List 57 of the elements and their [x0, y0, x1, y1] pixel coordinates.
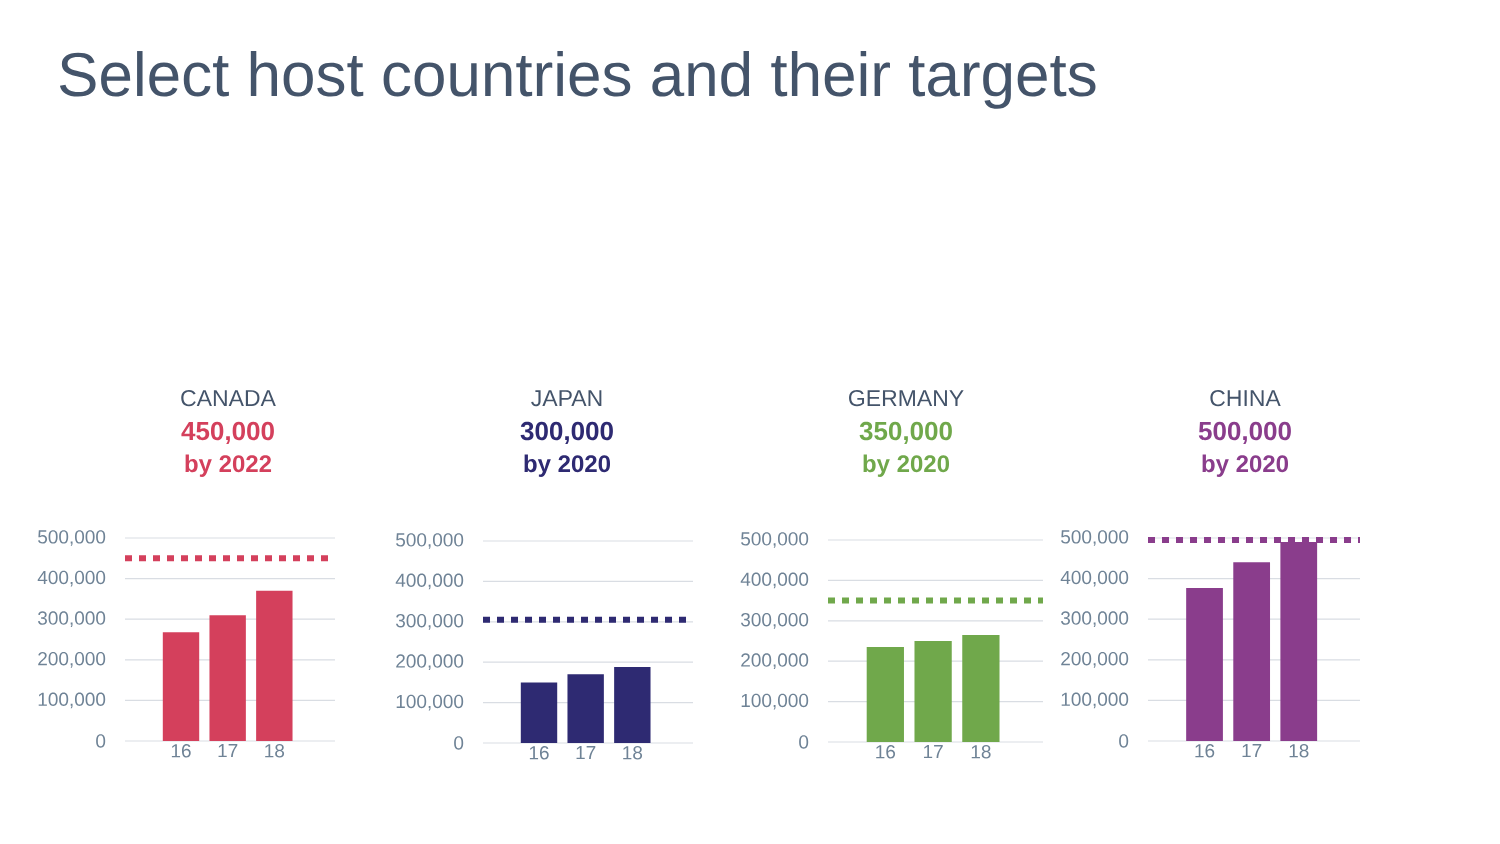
bar [209, 615, 246, 741]
x-tick-label: 16 [171, 744, 191, 758]
bar [256, 590, 293, 741]
x-tick-label: 18 [623, 746, 643, 760]
y-tick-label: 0 [799, 735, 809, 749]
y-tick-label: 500,000 [396, 533, 464, 549]
x-tick-label: 16 [1195, 744, 1215, 758]
y-tick-label: 500,000 [38, 530, 106, 546]
y-tick-label: 200,000 [38, 651, 106, 668]
x-tick-label: 16 [876, 745, 896, 759]
y-tick-label: 100,000 [38, 692, 106, 709]
y-tick-label: 300,000 [1060, 611, 1129, 628]
text: by 2020 [1202, 454, 1289, 477]
x-tick-label: 18 [265, 744, 285, 758]
chart-title: CANADA [181, 389, 276, 407]
y-tick-label: 400,000 [37, 570, 106, 587]
x-tick-label: 17 [1242, 744, 1262, 758]
chart-subtitle: 450,000 [181, 421, 274, 444]
chart-subtitle: 350,000 [859, 421, 952, 444]
y-tick-label: 500,000 [741, 532, 809, 548]
text: by 2020 [863, 454, 950, 477]
y-tick-label: 400,000 [395, 573, 464, 590]
y-tick-label: 100,000 [741, 693, 809, 710]
x-tick-label: 16 [529, 746, 549, 760]
y-tick-label: 400,000 [1060, 570, 1129, 587]
bar [1186, 587, 1223, 741]
y-tick-label: 200,000 [1061, 651, 1129, 668]
y-tick-label: 100,000 [1061, 692, 1129, 709]
x-tick-label: 18 [971, 745, 991, 759]
y-tick-label: 100,000 [396, 694, 464, 711]
bar [520, 682, 558, 743]
text: Select host countries and their targets [59, 51, 1096, 109]
y-tick-label: 200,000 [741, 653, 809, 670]
chart-title: JAPAN [531, 390, 602, 407]
chart-subtitle: 500,000 [1198, 421, 1291, 444]
x-tick-label: 17 [923, 745, 943, 759]
x-tick-label: 17 [576, 746, 596, 760]
y-tick-label: 300,000 [37, 611, 106, 628]
text: by 2022 [185, 454, 272, 477]
chart-subtitle: 300,000 [520, 421, 613, 444]
y-tick-label: 400,000 [740, 572, 809, 589]
chart-title: GERMANY [849, 389, 964, 407]
y-tick-label: 500,000 [1061, 530, 1129, 546]
x-tick-label: 17 [218, 744, 238, 758]
y-tick-label: 300,000 [740, 612, 809, 629]
bar [614, 667, 651, 743]
y-tick-label: 300,000 [395, 613, 464, 630]
chart-title: CHINA [1210, 389, 1281, 407]
bar [162, 632, 200, 741]
x-tick-label: 18 [1289, 744, 1309, 758]
text: by 2020 [524, 454, 611, 477]
bar [567, 674, 604, 743]
y-tick-label: 0 [96, 734, 106, 748]
y-tick-label: 0 [454, 736, 464, 750]
y-tick-label: 200,000 [396, 654, 464, 671]
y-tick-label: 0 [1119, 734, 1129, 748]
bar [1233, 562, 1271, 741]
